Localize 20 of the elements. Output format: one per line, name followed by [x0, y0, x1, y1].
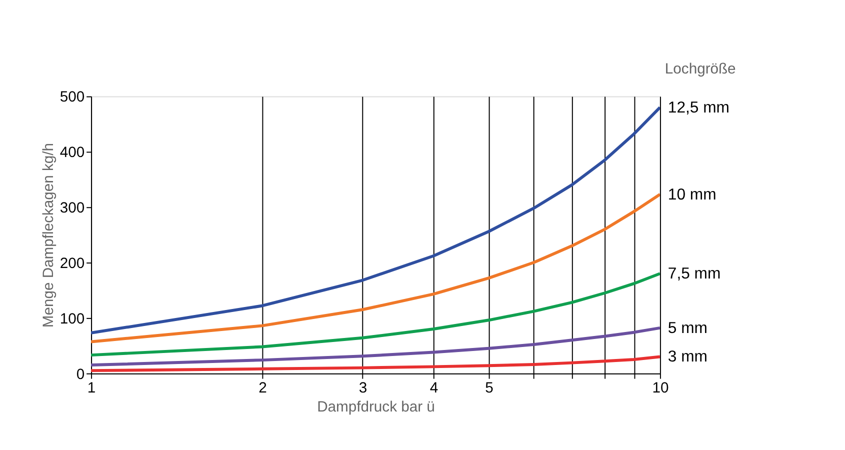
- series-label: 12,5 mm: [668, 99, 730, 116]
- y-tick-label: 500: [60, 90, 85, 106]
- x-tick-label: 1: [87, 380, 96, 397]
- series-label: 5 mm: [668, 320, 708, 337]
- y-axis-title: Menge Dampfleckagen kg/h: [40, 142, 57, 328]
- x-tick-label: 4: [430, 380, 438, 397]
- y-tick-label: 0: [76, 366, 85, 383]
- x-axis-title: Dampfdruck bar ü: [317, 399, 435, 416]
- series-label: 10 mm: [668, 186, 716, 204]
- series-label: 7,5 mm: [668, 266, 721, 283]
- x-tick-label: 5: [485, 380, 494, 397]
- y-tick-label: 400: [60, 145, 85, 162]
- y-tick-label: 100: [60, 311, 85, 328]
- x-tick-label: 2: [258, 380, 267, 397]
- legend-title: Lochgröße: [664, 62, 736, 78]
- x-tick-label: 10: [652, 380, 669, 397]
- y-tick-label: 200: [60, 256, 85, 272]
- series-label: 3 mm: [668, 348, 708, 366]
- x-tick-label: 3: [358, 380, 368, 397]
- y-tick-label: 300: [60, 200, 85, 217]
